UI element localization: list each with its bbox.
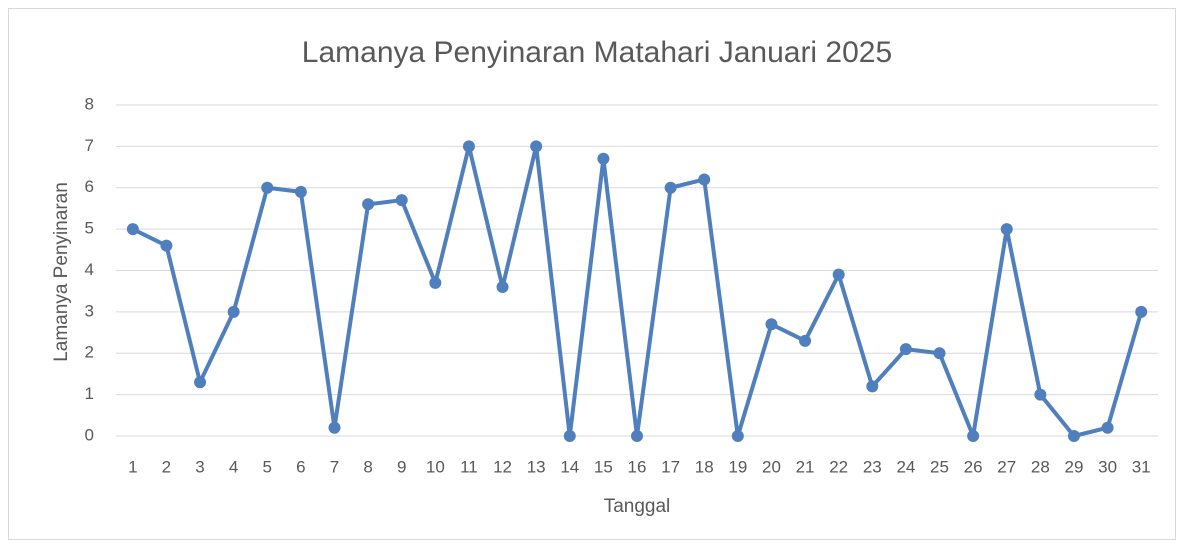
x-tick-label: 7: [330, 457, 339, 476]
x-tick-label: 22: [829, 457, 848, 476]
y-tick-label: 1: [85, 384, 94, 403]
x-tick-label: 5: [263, 457, 272, 476]
x-tick-label: 27: [997, 457, 1016, 476]
x-axis-label: Tanggal: [604, 496, 671, 517]
x-tick-label: 1: [128, 457, 137, 476]
x-tick-label: 10: [426, 457, 445, 476]
x-tick-label: 26: [964, 457, 983, 476]
data-point: [294, 185, 307, 198]
x-tick-label: 16: [628, 457, 647, 476]
data-point: [664, 181, 677, 194]
data-point: [362, 198, 375, 211]
data-point: [227, 305, 240, 318]
data-point: [429, 276, 442, 289]
data-point: [496, 281, 509, 294]
data-point: [731, 430, 744, 442]
data-point: [563, 430, 576, 442]
x-tick-label: 19: [728, 457, 747, 476]
x-tick-label: 3: [195, 457, 204, 476]
x-tick-label: 17: [661, 457, 680, 476]
data-point: [194, 376, 207, 389]
data-point: [1000, 223, 1013, 236]
x-tick-label: 25: [930, 457, 949, 476]
data-point: [597, 152, 610, 165]
data-point: [698, 173, 711, 186]
data-point: [631, 430, 643, 442]
data-point: [462, 140, 475, 153]
data-point: [1101, 421, 1114, 434]
y-tick-label: 3: [85, 301, 94, 320]
x-tick-label: 20: [762, 457, 781, 476]
x-tick-label: 15: [594, 457, 613, 476]
data-point: [126, 223, 139, 236]
x-tick-label: 24: [896, 457, 915, 476]
x-tick-label: 12: [493, 457, 512, 476]
data-point: [933, 347, 946, 360]
data-point: [832, 268, 845, 281]
data-point: [866, 380, 879, 393]
x-tick-label: 23: [863, 457, 882, 476]
x-tick-label: 2: [162, 457, 171, 476]
x-tick-label: 6: [296, 457, 305, 476]
data-point: [261, 181, 274, 194]
data-point: [1034, 388, 1047, 401]
data-point: [1067, 430, 1080, 442]
chart-title: Lamanya Penyinaran Matahari Januari 2025: [302, 36, 892, 69]
y-tick-label: 8: [85, 94, 94, 113]
x-tick-label: 8: [363, 457, 372, 476]
x-tick-label: 18: [695, 457, 714, 476]
data-point: [899, 343, 912, 356]
data-point: [765, 318, 778, 331]
y-tick-label: 5: [85, 219, 94, 238]
x-tick-label: 11: [460, 457, 478, 476]
x-tick-label: 28: [1031, 457, 1050, 476]
data-point: [1135, 305, 1148, 318]
chart-border: [8, 8, 1176, 540]
data-point: [799, 334, 812, 347]
data-point: [328, 421, 341, 434]
x-tick-label: 13: [527, 457, 546, 476]
x-tick-label: 31: [1132, 457, 1151, 476]
x-tick-label: 4: [229, 457, 238, 476]
y-tick-label: 6: [85, 177, 94, 196]
x-tick-label: 29: [1065, 457, 1084, 476]
y-tick-label: 4: [85, 260, 94, 279]
y-axis-label: Lamanya Penyinaran: [51, 182, 72, 362]
data-point: [967, 430, 980, 442]
x-tick-label: 30: [1098, 457, 1117, 476]
y-tick-label: 0: [85, 425, 94, 444]
data-point: [530, 140, 543, 153]
data-point: [160, 239, 173, 252]
y-tick-label: 2: [85, 343, 94, 362]
x-tick-label: 21: [796, 457, 815, 476]
data-point: [395, 194, 408, 207]
x-tick-label: 9: [397, 457, 406, 476]
x-tick-label: 14: [560, 457, 579, 476]
y-tick-label: 7: [85, 136, 94, 155]
